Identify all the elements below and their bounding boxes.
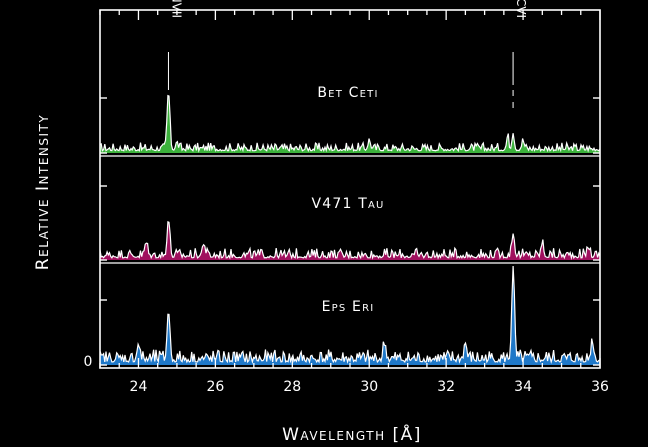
series-line-2	[99, 265, 601, 365]
x-tick-label-36: 36	[591, 379, 609, 395]
marker-label-0: NVII	[169, 0, 183, 18]
x-tick-label-34: 34	[514, 379, 532, 395]
series-line-1	[99, 221, 601, 261]
y-zero-label: 0	[84, 354, 93, 370]
y-axis-label: Relative Intensity	[33, 114, 53, 270]
x-tick-label-32: 32	[437, 379, 455, 395]
series-label-2: Eps Eri	[322, 299, 375, 315]
series-label-1: V471 Tau	[311, 196, 384, 212]
x-tick-label-26: 26	[206, 379, 224, 395]
x-axis-ticks: 24 26 28 30 32 34 36	[99, 10, 609, 395]
x-axis-label: Wavelength [Å]	[282, 423, 422, 445]
x-tick-label-28: 28	[283, 379, 301, 395]
series-line-0	[99, 94, 601, 153]
spectrum-panels: Bet Ceti V471 Tau Eps Eri	[99, 85, 601, 365]
line-markers: NVII CVI	[167, 0, 528, 108]
marker-label-1: CVI	[514, 0, 528, 18]
series-label-0: Bet Ceti	[317, 85, 378, 101]
series-area-2	[100, 266, 600, 365]
x-tick-label-30: 30	[360, 379, 378, 395]
x-tick-label-24: 24	[130, 379, 148, 395]
